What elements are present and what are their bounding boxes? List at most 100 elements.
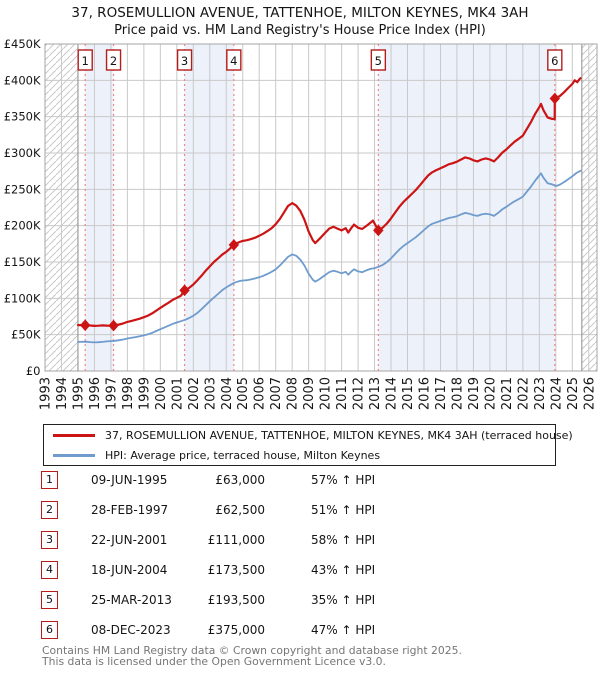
sale-point-6: [549, 92, 561, 105]
chart-title: 37, ROSEMULLION AVENUE, TATTENHOE, MILTO…: [71, 5, 529, 21]
table-row-sale-2: 2 28-FEB-1997 £62,500 51% ↑ HPI: [0, 501, 600, 525]
no-data-hatch: [581, 44, 597, 371]
sale-marker-box-2: [105, 49, 122, 71]
x-axis-label: 2006: [253, 377, 268, 410]
x-axis-label: 2000: [154, 377, 169, 410]
x-axis-label: 2009: [302, 377, 317, 410]
sale-date: 25-MAR-2013: [91, 593, 172, 607]
sale-date: 18-JUN-2004: [91, 563, 168, 577]
sale-number-badge: 4: [41, 561, 58, 579]
sale-hpi-comparison: 35% ↑ HPI: [311, 593, 376, 607]
x-axis-label: 2023: [533, 377, 548, 410]
footer: Contains HM Land Registry data © Crown c…: [42, 645, 462, 667]
x-axis-label: 2026: [582, 377, 597, 410]
x-axis-label: 2021: [500, 377, 515, 410]
x-axis-label: 1996: [88, 377, 103, 410]
sale-number-badge: 2: [41, 501, 58, 519]
sale-point-1: [80, 319, 91, 332]
x-axis-label: 2014: [385, 377, 400, 410]
sale-date: 09-JUN-1995: [91, 473, 168, 487]
sale-marker-box-4: [226, 49, 242, 71]
price-history-chart: 1 2 3 4 5 6 £0 £50K £100K £150K £200K £250K £300K £35…: [4, 37, 598, 410]
sale-marker-number-5: 5: [375, 54, 382, 68]
hpi-line-swatch: [53, 453, 95, 457]
sale-hpi-comparison: 47% ↑ HPI: [311, 623, 376, 637]
sale-point-5: [373, 224, 384, 237]
x-axis-label: 2018: [450, 377, 465, 410]
legend-label-property: 37, ROSEMULLION AVENUE, TATTENHOE, MILTO…: [105, 428, 573, 442]
table-row-sale-3: 3 22-JUN-2001 £111,000 58% ↑ HPI: [0, 531, 600, 555]
x-axis-label: 2024: [549, 377, 564, 410]
x-axis-label: 2010: [319, 377, 334, 410]
legend-item-property: 37, ROSEMULLION AVENUE, TATTENHOE, MILTO…: [44, 425, 573, 445]
price-paid-line: [76, 77, 582, 327]
sale-marker-number-6: 6: [551, 54, 558, 68]
y-axis-label: £150K: [4, 255, 41, 269]
y-axis-label: £100K: [4, 291, 41, 305]
table-row-sale-6: 6 08-DEC-2023 £375,000 47% ↑ HPI: [0, 621, 600, 645]
sale-marker-box-6: [547, 49, 563, 71]
y-axis-label: £250K: [4, 182, 41, 196]
hpi-line: [77, 169, 582, 344]
sale-hpi-comparison: 57% ↑ HPI: [311, 473, 376, 487]
sale-number-badge: 5: [41, 591, 58, 609]
sale-number-badge: 6: [41, 621, 58, 639]
x-axis-label: 2017: [434, 377, 449, 410]
x-axis-label: 2003: [203, 377, 218, 410]
sale-hpi-comparison: 43% ↑ HPI: [311, 563, 376, 577]
table-row-sale-1: 1 09-JUN-1995 £63,000 57% ↑ HPI: [0, 471, 600, 495]
sale-marker-box-1: [77, 49, 93, 71]
legend-item-hpi: HPI: Average price, terraced house, Milt…: [44, 445, 555, 465]
y-axis-label: £400K: [4, 73, 41, 87]
plot-border: [44, 43, 598, 372]
legend-label-hpi: HPI: Average price, terraced house, Milt…: [105, 448, 381, 462]
sale-marker-number-1: 1: [82, 54, 89, 68]
sale-point-3: [179, 284, 190, 297]
sale-marker-box-5: [370, 49, 387, 71]
x-axis-label: 1994: [55, 377, 70, 410]
x-axis-label: 2001: [170, 377, 185, 410]
sale-date: 28-FEB-1997: [91, 503, 169, 517]
sale-price: £375,000: [207, 623, 265, 637]
sale-number-badge: 3: [41, 531, 58, 549]
legend: 37, ROSEMULLION AVENUE, TATTENHOE, MILTO…: [43, 424, 573, 466]
x-axis-label: 2020: [483, 377, 498, 410]
sale-price: £111,000: [207, 533, 265, 547]
x-axis-label: 2011: [335, 377, 350, 410]
sale-marker-number-4: 4: [230, 54, 237, 68]
sale-date: 08-DEC-2023: [91, 623, 171, 637]
y-axis-label: £0: [26, 364, 41, 378]
sale-point-2: [108, 319, 119, 332]
x-axis-label: 2002: [187, 377, 202, 410]
x-axis-label: 2015: [401, 377, 416, 410]
sale-marker-box-3: [176, 49, 193, 71]
sale-hpi-comparison: 58% ↑ HPI: [311, 533, 376, 547]
x-axis-label: 2013: [368, 377, 383, 410]
chart-subtitle: Price paid vs. HM Land Registry's House …: [114, 23, 486, 38]
x-axis-label: 2005: [236, 377, 251, 410]
table-row-sale-5: 5 25-MAR-2013 £193,500 35% ↑ HPI: [0, 591, 600, 615]
sale-date: 22-JUN-2001: [91, 533, 168, 547]
x-axis-label: 2004: [220, 377, 235, 410]
footer-line-1: Contains HM Land Registry data © Crown c…: [42, 644, 462, 657]
x-axis-label: 1999: [137, 377, 152, 410]
sale-point-4: [228, 239, 240, 251]
y-axis-label: £50K: [11, 328, 41, 342]
sale-marker-number-2: 2: [110, 54, 117, 68]
ownership-band: [378, 44, 555, 371]
x-axis-label: 2008: [286, 377, 301, 410]
x-axis-label: 2022: [516, 377, 531, 410]
sale-price: £173,500: [207, 563, 265, 577]
sale-marker-number-3: 3: [181, 54, 188, 68]
table-row-sale-4: 4 18-JUN-2004 £173,500 43% ↑ HPI: [0, 561, 600, 585]
x-axis-label: 1995: [71, 377, 86, 410]
sale-hpi-comparison: 51% ↑ HPI: [311, 503, 376, 517]
sale-price: £193,500: [207, 593, 265, 607]
y-axis-label: £200K: [4, 219, 41, 233]
x-axis-label: 1993: [39, 377, 54, 410]
y-axis-label: £350K: [4, 110, 41, 124]
x-axis-label: 1997: [104, 377, 119, 410]
x-axis-label: 2016: [417, 377, 432, 410]
x-axis-label: 2007: [269, 377, 284, 410]
sale-price: £62,500: [215, 503, 265, 517]
